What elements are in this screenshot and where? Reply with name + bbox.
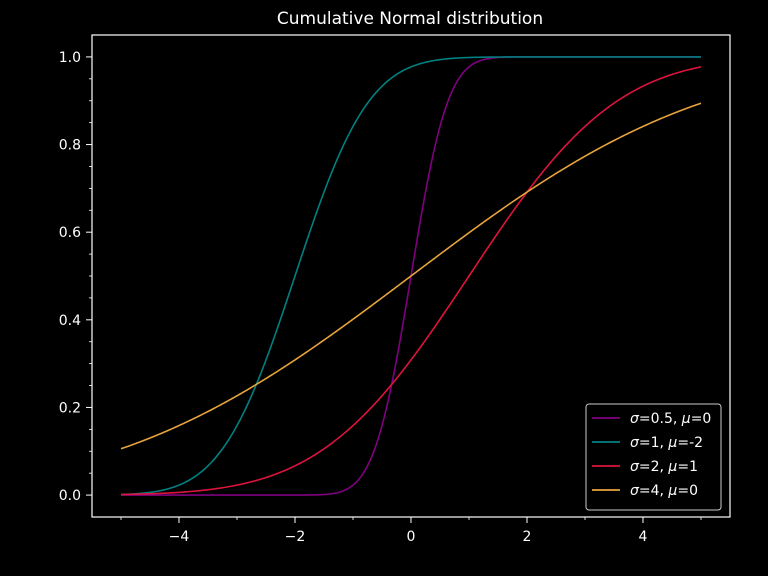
- legend-box: [585, 403, 722, 511]
- x-tick-label: 4: [639, 529, 648, 545]
- x-tick-label: −2: [285, 529, 306, 545]
- series-line-sigma-4-mu-0: [120, 102, 702, 450]
- y-tick-label: 0.2: [59, 400, 81, 416]
- y-tick-label: 0.4: [59, 313, 81, 329]
- plot-lines: [120, 56, 702, 496]
- x-tick-label: 2: [523, 529, 532, 545]
- x-tick-label: 0: [407, 529, 416, 545]
- series-line-sigma-1-mu--2: [120, 56, 701, 496]
- y-tick-label: 0.6: [59, 225, 81, 241]
- y-tick-label: 0.0: [59, 488, 81, 504]
- chart-title: Cumulative Normal distribution: [277, 9, 543, 29]
- y-tick-label: 0.8: [59, 138, 81, 154]
- y-tick-label: 1.0: [59, 50, 81, 66]
- legend-label: σ=2, μ=1: [630, 459, 698, 475]
- legend-label: σ=4, μ=0: [630, 483, 698, 499]
- series-line-sigma-2-mu-1: [120, 66, 702, 496]
- x-tick-label: −4: [169, 529, 190, 545]
- legend-label: σ=0.5, μ=0: [630, 411, 711, 427]
- axes: −4 −2 0 2 4 0.0 0.2 0.4 0.6 0.8 1.0: [59, 34, 731, 545]
- legend: σ=0.5, μ=0 σ=1, μ=-2 σ=2, μ=1 σ=4, μ=0: [585, 403, 722, 511]
- legend-label: σ=1, μ=-2: [630, 435, 703, 451]
